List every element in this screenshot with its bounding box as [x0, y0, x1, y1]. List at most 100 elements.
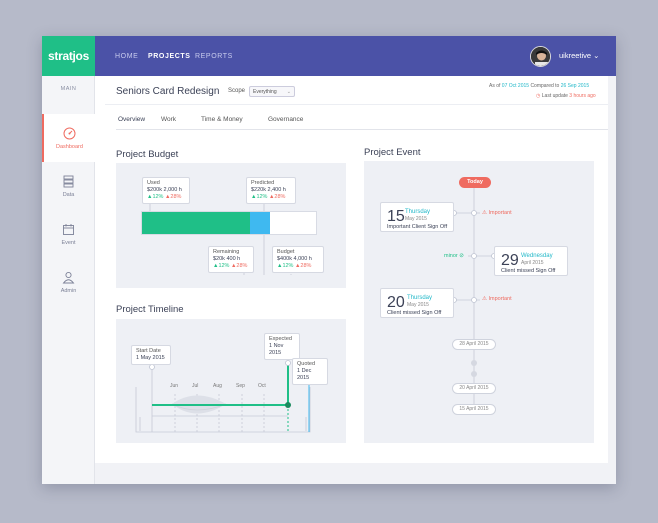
gauge-icon	[63, 127, 76, 139]
nav-reports[interactable]: REPORTS	[195, 52, 233, 60]
event-card[interactable]: 20 Thursday May 2015 Client missed Sign …	[380, 288, 454, 318]
date-pill[interactable]: 20 April 2015	[452, 383, 496, 394]
budget-remaining-card[interactable]: Remaining $20k 400 h ▲12% ▲28%	[208, 246, 254, 273]
timeline-chart	[135, 360, 312, 433]
budget-used-fill[interactable]	[142, 212, 250, 234]
event-monthyear: April 2015	[521, 260, 544, 266]
sidebar-item-data[interactable]: Data	[42, 162, 95, 210]
tab-work[interactable]: Work	[161, 116, 177, 123]
sidebar-item-label: Admin	[60, 287, 77, 294]
card-label: Expected	[269, 336, 292, 342]
event-monthyear: May 2015	[405, 216, 427, 222]
budget-used-card[interactable]: Used $200k 2,000 h ▲12% ▲28%	[142, 177, 190, 204]
down-delta: ▲28%	[164, 193, 182, 200]
last-update-label: Last update	[541, 93, 568, 99]
app-window: stratjos HOME PROJECTS REPORTS uikreetiv…	[42, 36, 616, 484]
as-of-line: As of 07 Oct 2015 Compared to 26 Sep 201…	[489, 83, 589, 89]
user-icon	[62, 271, 75, 283]
date-pill[interactable]: 28 April 2015	[452, 339, 496, 350]
down-delta: ▲28%	[268, 193, 286, 200]
sidebar-item-label: Event	[61, 239, 76, 246]
sidebar-item-dashboard[interactable]: Dashboard	[42, 114, 95, 162]
event-text: Important Client Sign Off	[387, 224, 448, 230]
sidebar-item-label: Dashboard	[56, 143, 83, 150]
scope-label: Scope	[228, 88, 246, 94]
warning-icon: ⚠	[482, 210, 487, 216]
event-tag-label: Important	[488, 296, 512, 302]
card-label: Remaining	[213, 249, 240, 255]
tabs-underline	[116, 129, 608, 130]
last-update-line: ◷ Last update 3 hours ago	[536, 93, 596, 99]
brand-name: stratjos	[48, 49, 89, 63]
avatar[interactable]	[530, 46, 551, 67]
up-delta: ▲12%	[213, 262, 230, 269]
scope-value: Everything	[253, 89, 277, 95]
top-nav-bar	[95, 36, 616, 76]
budget-bar	[141, 211, 317, 235]
tab-overview[interactable]: Overview	[118, 116, 146, 130]
timeline-start-card[interactable]: Start Date 1 May 2015	[131, 345, 171, 365]
card-value: 1 Nov 2015	[269, 342, 284, 356]
card-value: $220k 2,400 h	[251, 186, 286, 193]
brand-logo[interactable]: stratjos	[42, 36, 95, 76]
warning-icon: ⚠	[482, 296, 487, 302]
event-day: 15	[387, 208, 405, 225]
month-label: Jun	[170, 383, 179, 389]
divider	[105, 104, 608, 105]
up-delta: ▲12%	[277, 262, 294, 269]
event-tag-label: minor	[444, 253, 458, 259]
down-delta: ▲28%	[294, 262, 312, 269]
page-title: Seniors Card Redesign	[116, 86, 220, 97]
tab-governance[interactable]: Governance	[268, 116, 304, 123]
event-card[interactable]: 29 Wednesday April 2015 Client missed Si…	[494, 246, 568, 276]
user-menu[interactable]: uikreetive ⌄	[559, 51, 600, 60]
event-card[interactable]: 15 Thursday May 2015 Important Client Si…	[380, 202, 454, 232]
database-icon	[63, 175, 74, 187]
event-tag: minor ⊘	[444, 253, 464, 259]
scope-select[interactable]: Everything ⌄	[249, 86, 295, 97]
event-monthyear: May 2015	[407, 302, 429, 308]
card-label: Predicted	[251, 180, 275, 186]
up-delta: ▲12%	[147, 193, 164, 200]
timeline-title: Project Timeline	[116, 304, 184, 315]
date-pill[interactable]: 15 April 2015	[452, 404, 496, 415]
as-of-date[interactable]: 07 Oct 2015	[501, 83, 530, 89]
last-update-value: 3 hours ago	[569, 93, 596, 99]
budget-predicted-card[interactable]: Predicted $220k 2,400 h ▲12% ▲28%	[246, 177, 296, 204]
card-value: 1 Dec 2015	[297, 367, 312, 381]
event-day: 20	[387, 294, 405, 311]
sidebar-item-admin[interactable]: Admin	[42, 258, 95, 306]
event-day: 29	[501, 252, 519, 269]
card-value: $400k 4,000 h	[277, 255, 312, 262]
event-weekday: Thursday	[405, 209, 431, 215]
event-tag-label: Important	[488, 210, 512, 216]
clock-icon: ◷	[536, 93, 541, 99]
month-label: Aug	[213, 383, 222, 389]
card-label: Start Date	[136, 348, 161, 354]
timeline-expected-card[interactable]: Expected 1 Nov 2015	[264, 333, 300, 360]
card-value: $200k 2,000 h	[147, 186, 182, 193]
nav-projects[interactable]: PROJECTS	[148, 52, 191, 60]
tab-time-money[interactable]: Time & Money	[201, 116, 243, 123]
month-label: Jul	[192, 383, 199, 389]
timeline-quoted-card[interactable]: Quoted 1 Dec 2015	[292, 358, 328, 385]
card-value: 1 May 2015	[136, 354, 165, 361]
up-delta: ▲12%	[251, 193, 268, 200]
budget-title: Project Budget	[116, 149, 179, 160]
sidebar-item-label: Data	[62, 191, 75, 198]
compared-date[interactable]: 26 Sep 2015	[560, 83, 590, 89]
event-title: Project Event	[364, 147, 421, 158]
event-weekday: Thursday	[407, 295, 433, 301]
sidebar-heading: MAIN	[60, 86, 77, 92]
event-text: Client missed Sign Off	[387, 310, 442, 316]
budget-budget-card[interactable]: Budget $400k 4,000 h ▲12% ▲28%	[272, 246, 324, 273]
sidebar-item-event[interactable]: Event	[42, 210, 95, 258]
as-of-label: As of	[489, 83, 501, 89]
today-badge: Today	[459, 177, 491, 188]
event-text: Client missed Sign Off	[501, 268, 556, 274]
nav-home[interactable]: HOME	[115, 52, 139, 60]
card-label: Budget	[277, 249, 295, 255]
budget-remaining-fill[interactable]	[250, 212, 270, 234]
event-tag: ⚠ Important	[482, 296, 512, 302]
month-label: Oct	[258, 383, 266, 389]
